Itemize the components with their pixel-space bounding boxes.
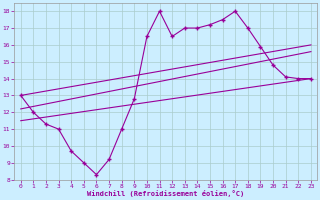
X-axis label: Windchill (Refroidissement éolien,°C): Windchill (Refroidissement éolien,°C) bbox=[87, 190, 244, 197]
